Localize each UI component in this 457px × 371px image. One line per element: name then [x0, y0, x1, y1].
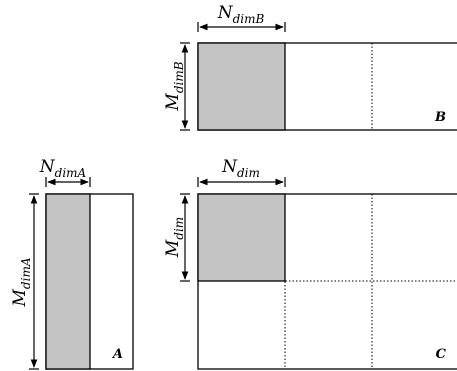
matrix-c-label: C: [436, 347, 447, 362]
matrix-a-block: [45, 193, 91, 370]
m-dimb-label: MdimB: [163, 61, 186, 111]
matrix-b-block: [197, 42, 286, 131]
m-dima-label: MdimA: [10, 257, 33, 307]
matrix-c-block: [197, 193, 286, 282]
matrix-a: A NdimA MdimA: [10, 157, 134, 370]
matrix-a-label: A: [111, 347, 123, 362]
n-dima-label: NdimA: [39, 157, 87, 180]
matrix-b: B NdimB MdimB: [163, 3, 457, 131]
n-dim-label: Ndim: [221, 157, 260, 180]
m-dim-label: Mdim: [163, 217, 186, 258]
n-dimb-label: NdimB: [217, 3, 265, 26]
matrix-b-label: B: [434, 110, 446, 125]
matrix-c: C Ndim Mdim: [163, 157, 457, 370]
